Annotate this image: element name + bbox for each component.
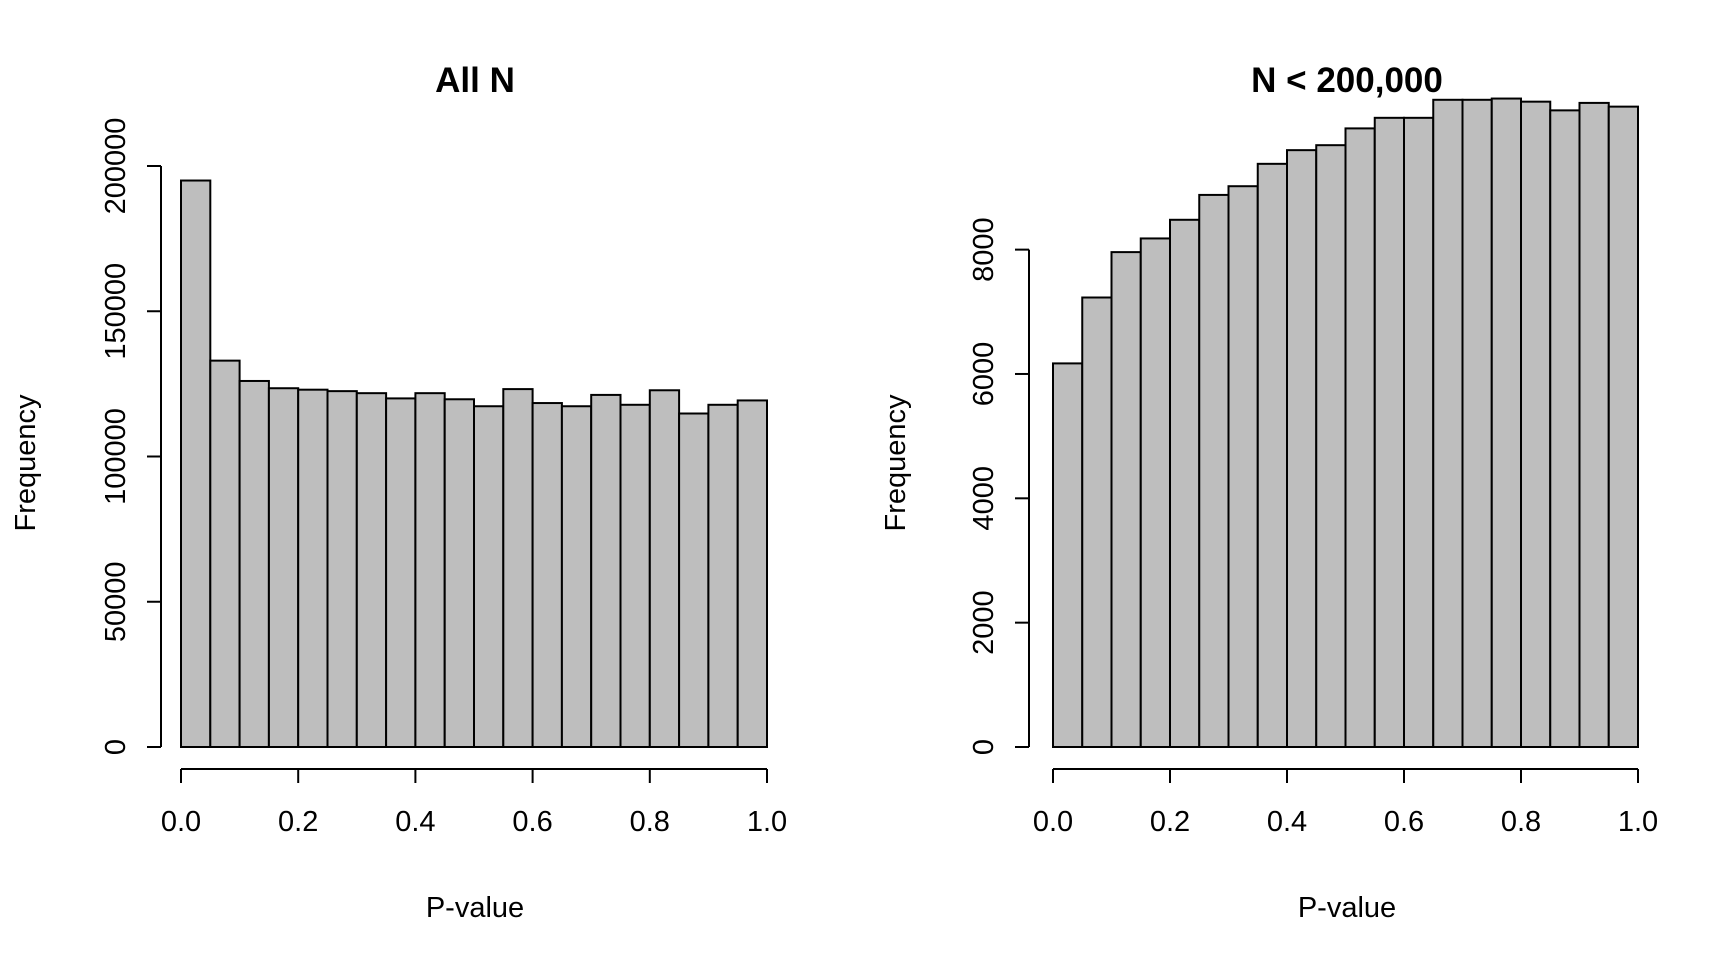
y-tick-label: 6000 [968, 342, 1000, 407]
histogram-bar [1198, 193, 1230, 748]
x-tick-label: 0.4 [395, 806, 435, 838]
histogram-bar [473, 405, 505, 748]
histogram-bar [1256, 162, 1288, 749]
histogram-bar [180, 179, 212, 748]
y-axis-label: Frequency [880, 394, 912, 532]
histogram-bar [1607, 105, 1639, 749]
histogram-bar [238, 379, 270, 748]
y-tick-label: 200000 [100, 118, 132, 215]
histogram-bar [590, 393, 622, 748]
y-tick-label: 50000 [100, 561, 132, 642]
histogram-bar [1139, 237, 1171, 748]
y-tick-label: 0 [968, 739, 1000, 755]
bar-group [1052, 97, 1639, 749]
chart-title: N < 200,000 [1251, 61, 1443, 100]
histogram-bar [1461, 98, 1493, 749]
x-tick-label: 0.2 [1150, 806, 1190, 838]
x-axis-label: P-value [426, 892, 524, 924]
x-tick-label: 0.6 [512, 806, 552, 838]
y-tick-label: 2000 [968, 590, 1000, 655]
histogram-bar [1169, 218, 1201, 748]
histogram-bar [502, 388, 534, 748]
y-tick-label: 8000 [968, 217, 1000, 282]
histogram-bar [385, 397, 417, 748]
x-axis-label: P-value [1298, 892, 1396, 924]
histogram-bar [1520, 100, 1552, 748]
histogram-bar [560, 405, 593, 748]
histogram-bar [326, 390, 358, 748]
x-tick-label: 1.0 [1618, 806, 1658, 838]
y-tick-label: 4000 [968, 466, 1000, 531]
x-tick-label: 0.4 [1267, 806, 1307, 838]
x-tick-label: 0.8 [630, 806, 670, 838]
bar-group [180, 179, 769, 748]
histogram-bar [1052, 362, 1084, 748]
chart-title: All N [435, 61, 515, 100]
histogram-bar [267, 387, 300, 748]
y-axis-label: Frequency [10, 394, 42, 532]
histogram-bar [1110, 251, 1142, 749]
histogram-panel-all-n: All N 0.0 0.2 0.4 0.6 0.8 1.0 0 50000 100000 150… [10, 61, 787, 924]
histogram-bar [1490, 97, 1522, 748]
histogram-bar [1578, 101, 1610, 749]
x-tick-label: 0.0 [161, 806, 201, 838]
histogram-bar [1286, 149, 1318, 748]
y-tick-label: 0 [100, 739, 132, 755]
histogram-bar [1315, 144, 1347, 749]
histogram-bar [1549, 109, 1581, 749]
histogram-bar [209, 359, 241, 748]
x-tick-label: 0.8 [1501, 806, 1541, 838]
y-axis: 0 2000 4000 6000 8000 [968, 217, 1030, 755]
histogram-bar [1081, 296, 1113, 748]
y-axis: 0 50000 100000 150000 200000 [100, 118, 162, 755]
histogram-bar [355, 392, 388, 748]
x-tick-label: 0.2 [278, 806, 318, 838]
x-tick-label: 1.0 [747, 806, 787, 838]
histogram-bar [1227, 185, 1259, 749]
histogram-bar [414, 392, 446, 748]
histogram-bar [678, 412, 710, 748]
x-axis: 0.0 0.2 0.4 0.6 0.8 1.0 [161, 768, 787, 838]
x-tick-label: 0.6 [1384, 806, 1424, 838]
y-tick-label: 100000 [100, 408, 132, 505]
histogram-bar [297, 388, 329, 748]
histogram-bar [1403, 116, 1435, 749]
y-tick-label: 150000 [100, 263, 132, 360]
histogram-bar [1344, 127, 1376, 748]
histogram-bar [1373, 116, 1405, 749]
histogram-bar [619, 403, 651, 748]
histogram-bar [648, 389, 681, 748]
histogram-bar [1432, 98, 1464, 749]
histogram-bar [736, 399, 769, 748]
histogram-bar [531, 402, 563, 748]
histogram-bar [443, 398, 476, 748]
histogram-bar [707, 403, 739, 748]
histogram-panel-n-under-200000: N < 200,000 0.0 0.2 0.4 0.6 0.8 1.0 0 2000 4000… [880, 61, 1658, 924]
x-axis: 0.0 0.2 0.4 0.6 0.8 1.0 [1033, 768, 1658, 838]
x-tick-label: 0.0 [1033, 806, 1073, 838]
